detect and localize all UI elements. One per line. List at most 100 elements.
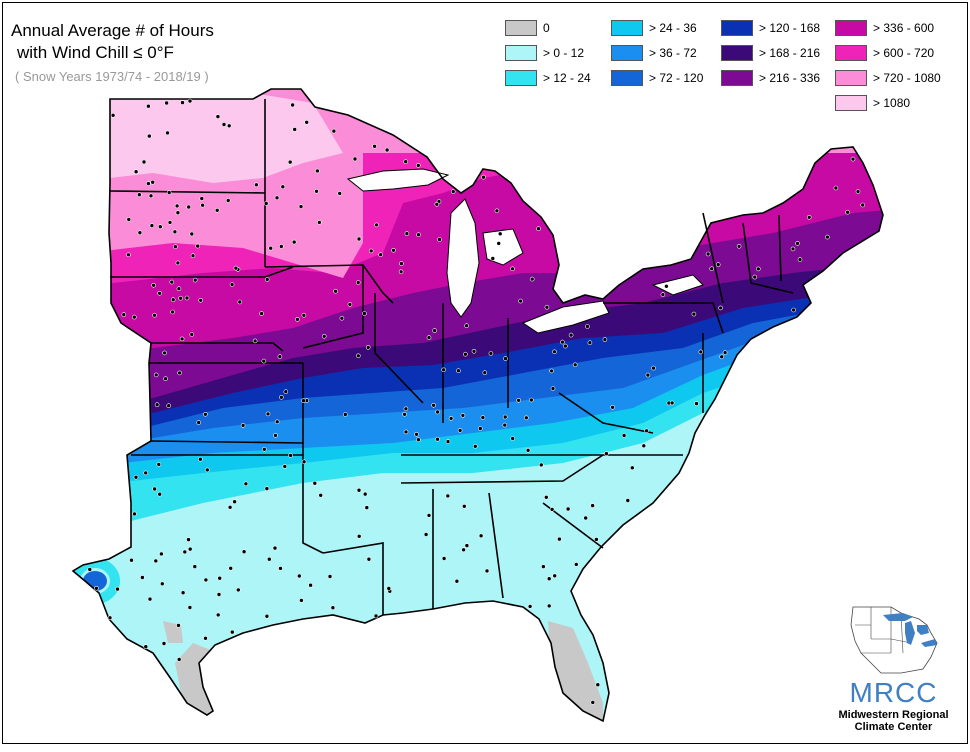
station-dot bbox=[189, 231, 195, 237]
legend-label: > 168 - 216 bbox=[759, 46, 821, 60]
station-dot bbox=[107, 615, 113, 621]
station-dot bbox=[621, 433, 627, 438]
station-dot bbox=[472, 443, 478, 449]
station-dot bbox=[266, 556, 272, 562]
station-dot bbox=[594, 537, 599, 542]
station-dot bbox=[216, 592, 222, 597]
station-dot bbox=[386, 586, 392, 591]
station-dot bbox=[148, 193, 154, 199]
station-dot bbox=[291, 239, 297, 245]
station-dot bbox=[715, 262, 721, 267]
station-dot bbox=[450, 189, 456, 194]
station-dot bbox=[265, 411, 271, 417]
station-dot bbox=[391, 248, 396, 253]
station-dot bbox=[177, 370, 182, 376]
station-dot bbox=[365, 345, 371, 350]
station-dot bbox=[179, 336, 185, 342]
station-dot bbox=[557, 536, 562, 542]
legend-item: > 1080 bbox=[835, 94, 910, 112]
station-dot bbox=[402, 411, 407, 417]
legend-item: > 336 - 600 bbox=[835, 19, 934, 37]
station-dot bbox=[850, 156, 856, 162]
station-dot bbox=[217, 575, 222, 581]
station-dot bbox=[215, 612, 221, 618]
station-dot bbox=[205, 467, 210, 473]
station-dot bbox=[366, 556, 372, 562]
station-dot bbox=[174, 203, 180, 209]
station-dot bbox=[374, 222, 379, 228]
station-dot bbox=[129, 557, 134, 563]
station-dot bbox=[321, 333, 327, 339]
station-dot bbox=[525, 447, 531, 453]
station-dot bbox=[203, 577, 209, 583]
station-dot bbox=[153, 558, 159, 564]
station-dot bbox=[364, 505, 370, 510]
station-dot bbox=[541, 564, 546, 569]
station-dot bbox=[141, 159, 147, 165]
station-dot bbox=[791, 307, 796, 313]
station-dot bbox=[355, 280, 361, 285]
station-dot bbox=[347, 302, 353, 307]
legend-label: 0 bbox=[543, 21, 550, 35]
station-dot bbox=[434, 202, 440, 207]
station-dot bbox=[503, 356, 508, 361]
station-dot bbox=[502, 414, 508, 420]
legend-swatch bbox=[835, 95, 867, 111]
map-title-line-1: Annual Average # of Hours bbox=[11, 21, 214, 40]
station-dot bbox=[327, 574, 333, 579]
station-dot bbox=[437, 237, 442, 242]
station-dot bbox=[461, 547, 466, 553]
station-dot bbox=[187, 605, 193, 610]
station-dot bbox=[641, 443, 647, 449]
station-dot bbox=[163, 376, 168, 382]
station-dot bbox=[175, 260, 181, 266]
legend-item: 0 bbox=[505, 19, 550, 37]
station-dot bbox=[301, 459, 307, 465]
station-dot bbox=[544, 304, 550, 310]
legend-label: > 1080 bbox=[873, 96, 911, 110]
station-dot bbox=[290, 102, 295, 108]
station-dot bbox=[572, 362, 578, 368]
station-dot bbox=[546, 576, 552, 582]
station-dot bbox=[146, 181, 151, 186]
legend-swatch bbox=[611, 45, 643, 61]
legend-label: > 12 - 24 bbox=[543, 71, 591, 85]
station-dot bbox=[199, 196, 205, 201]
map-subtitle: ( Snow Years 1973/74 - 2018/19 ) bbox=[15, 69, 209, 84]
legend-label: > 336 - 600 bbox=[873, 21, 935, 35]
station-dot bbox=[312, 480, 318, 486]
station-dot bbox=[516, 397, 521, 403]
station-dot bbox=[87, 567, 93, 572]
station-dot bbox=[237, 299, 243, 305]
station-dot bbox=[694, 401, 699, 406]
station-dot bbox=[660, 292, 666, 297]
station-dot bbox=[182, 549, 188, 555]
station-dot bbox=[243, 481, 249, 487]
station-dot bbox=[482, 370, 488, 376]
logo-abbr: MRCC bbox=[849, 677, 938, 708]
station-dot bbox=[189, 332, 195, 337]
station-dot bbox=[166, 190, 172, 195]
midwest-mini-map-icon bbox=[850, 606, 938, 674]
station-dot bbox=[372, 144, 377, 149]
region-outline bbox=[71, 88, 884, 723]
station-dot bbox=[233, 265, 239, 271]
station-dot bbox=[121, 312, 127, 317]
station-dot bbox=[610, 404, 615, 410]
station-dot bbox=[669, 400, 675, 406]
station-dot bbox=[698, 349, 704, 355]
station-dot bbox=[441, 556, 447, 561]
legend-label: > 72 - 120 bbox=[649, 71, 704, 85]
station-dot bbox=[156, 462, 162, 467]
station-dot bbox=[414, 431, 419, 437]
station-dot bbox=[178, 295, 183, 301]
station-dot bbox=[664, 283, 669, 289]
station-dot bbox=[403, 406, 409, 412]
station-dot bbox=[173, 244, 178, 249]
station-dot bbox=[170, 309, 175, 315]
station-dot bbox=[160, 581, 165, 587]
station-dot bbox=[431, 402, 436, 408]
legend: 0 > 0 - 12 > 12 - 24 > 24 - 36 > 36 - 72… bbox=[505, 19, 945, 119]
station-dot bbox=[264, 613, 270, 619]
